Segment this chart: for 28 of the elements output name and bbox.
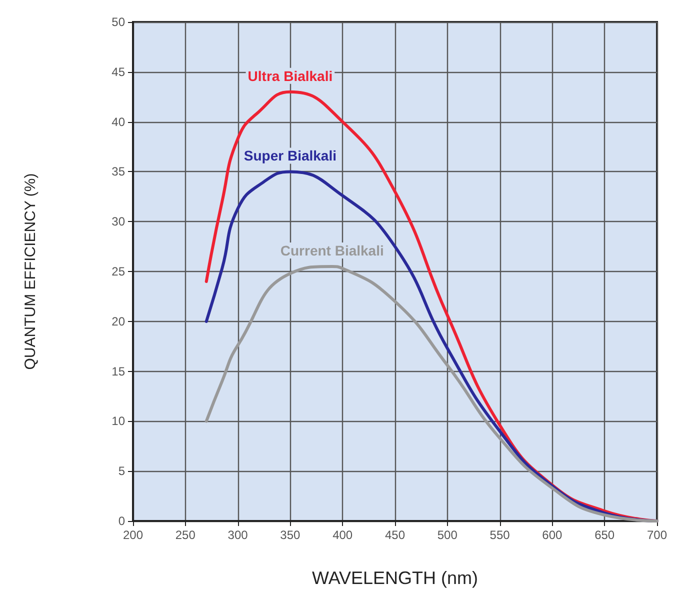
x-tick-label: 300 xyxy=(228,528,248,542)
y-tick-label: 25 xyxy=(112,264,126,278)
x-tick-label: 350 xyxy=(280,528,301,542)
x-axis-title: WAVELENGTH (nm) xyxy=(312,568,478,588)
y-tick-label: 45 xyxy=(112,64,126,79)
series-label: Super Bialkali xyxy=(244,148,336,164)
y-tick-label: 0 xyxy=(118,514,126,528)
x-tick-label: 500 xyxy=(437,528,458,542)
x-tick-label: 550 xyxy=(490,528,510,542)
y-tick-label: 10 xyxy=(112,414,126,428)
series-label: Ultra Bialkali xyxy=(248,68,333,84)
y-tick-label: 5 xyxy=(118,464,126,478)
y-tick-label: 40 xyxy=(112,114,126,129)
y-axis-title: QUANTUM EFFICIENCY (%) xyxy=(22,173,39,370)
x-tick-label: 250 xyxy=(175,528,196,542)
y-tick-label: 15 xyxy=(112,364,126,378)
x-tick-label: 600 xyxy=(542,528,563,542)
x-tick-label: 650 xyxy=(594,528,615,542)
x-tick-label: 400 xyxy=(332,528,353,542)
y-tick-label: 30 xyxy=(112,214,126,229)
line-series xyxy=(204,265,658,522)
series-label: Current Bialkali xyxy=(280,242,384,259)
y-tick-label: 50 xyxy=(112,15,126,29)
x-tick-label: 200 xyxy=(122,528,144,542)
y-tick-label: 20 xyxy=(112,314,126,328)
x-tick-label: 700 xyxy=(646,528,668,542)
y-tick-label: 35 xyxy=(112,164,126,179)
x-tick-label: 450 xyxy=(384,528,406,542)
